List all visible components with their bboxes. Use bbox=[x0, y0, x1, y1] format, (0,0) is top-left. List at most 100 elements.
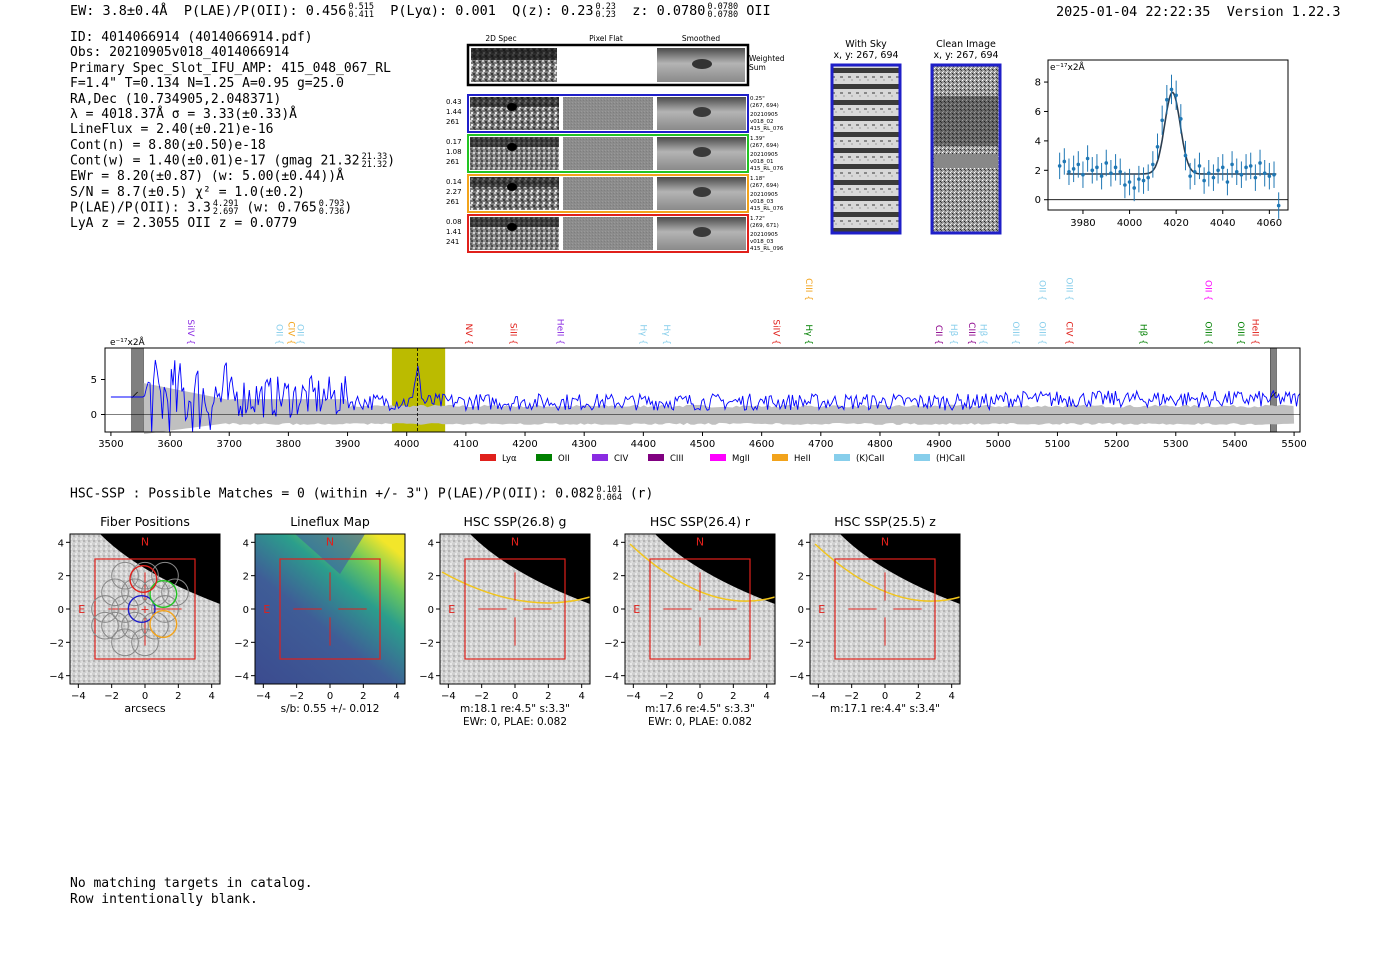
panel-target-box bbox=[464, 558, 566, 660]
spectrum-x-tick-label: 4800 bbox=[867, 439, 892, 450]
panel-y-tick-label: 4 bbox=[798, 538, 804, 549]
with-sky-coords: x, y: 267, 694 bbox=[833, 50, 898, 61]
col-2d-spec-label: 2D Spec bbox=[485, 34, 516, 43]
spectrum-line-label: Hβ { bbox=[978, 324, 988, 345]
footer-line-2: Row intentionally blank. bbox=[70, 891, 258, 907]
spectrum-x-tick-label: 5500 bbox=[1281, 439, 1306, 450]
info-contn: Cont(n) = 8.80(±0.50)e-18 bbox=[70, 137, 266, 153]
cutout-exposure: v018_03 bbox=[750, 239, 774, 245]
cutout-value-2: 1.41 bbox=[446, 228, 462, 236]
spectrum-legend-label: HeII bbox=[794, 454, 811, 464]
spectrum-legend-swatch bbox=[772, 454, 788, 461]
zoom-fit-curve bbox=[1066, 91, 1277, 175]
info-contw-hi: 21.33 bbox=[361, 152, 388, 163]
zoom-x-tick-label: 4040 bbox=[1210, 218, 1235, 229]
info-plae-text: P(LAE)/P(OII): 3.3 bbox=[70, 200, 211, 216]
cutout-2d-spec-dark bbox=[470, 177, 559, 187]
spectrum-line-label: SiIV { bbox=[771, 319, 781, 345]
zoom-data-point bbox=[1239, 172, 1244, 177]
spectrum-masked-band bbox=[131, 347, 144, 433]
cutout-value-2: 1.08 bbox=[446, 148, 462, 156]
spectrum-line-label: OIII { bbox=[1063, 278, 1073, 301]
panel-compass-east: E bbox=[263, 603, 270, 616]
zoom-data-point bbox=[1248, 164, 1253, 168]
panel-compass-north: N bbox=[326, 536, 334, 549]
hsc-plae-lo: 0.064 bbox=[596, 493, 622, 503]
info-contw-close: ) bbox=[387, 153, 396, 169]
zoom-y-tick-label: 6 bbox=[1035, 107, 1041, 118]
zoom-data-point bbox=[1146, 175, 1150, 180]
panel-y-tick-label: −4 bbox=[604, 672, 619, 683]
spectrum-x-tick-label: 5400 bbox=[1222, 439, 1247, 450]
line-fit-zoom-plot: 0 2 4 6 8 3980 4000 4020 4040 4060 e⁻¹⁷x2Å bbox=[1035, 59, 1289, 229]
zoom-data-point bbox=[1151, 162, 1155, 167]
panel-x-label: arcsecs bbox=[124, 702, 166, 715]
panel-x-tick-label: −4 bbox=[256, 691, 271, 702]
panel-aperture-ellipse bbox=[441, 571, 591, 604]
spectrum-legend-label: CIV bbox=[614, 454, 628, 464]
panel-target-box bbox=[279, 558, 381, 660]
cutout-pixel-flat-image bbox=[563, 97, 653, 130]
header-plya: P(Lyα): 0.001 bbox=[390, 3, 496, 19]
fiber-circle bbox=[91, 611, 119, 640]
panel-x-tick-label: 2 bbox=[360, 691, 366, 702]
zoom-data-point bbox=[1272, 172, 1276, 177]
panel-x-tick-label: −4 bbox=[441, 691, 456, 702]
panel-image-bright-region bbox=[470, 534, 590, 604]
panel-y-tick-label: 4 bbox=[613, 538, 619, 549]
fiber-circle bbox=[91, 595, 119, 623]
panel-y-tick-label: 4 bbox=[428, 538, 434, 549]
zoom-data-point bbox=[1104, 161, 1109, 165]
info-sn: S/N = 8.7(±0.5) χ² = 1.0(±0.2) bbox=[70, 184, 305, 200]
cutout-value-1: 0.08 bbox=[446, 218, 462, 226]
spectrum-line-label: Hβ { bbox=[948, 324, 958, 345]
spectrum-x-tick-label: 4400 bbox=[631, 439, 656, 450]
spectrum-y-unit-label: e⁻¹⁷x2Å bbox=[110, 336, 146, 348]
zoom-x-tick-label: 4000 bbox=[1117, 218, 1142, 229]
panel-x-tick-label: 4 bbox=[578, 691, 584, 702]
spectrum-line-label: CIII { bbox=[966, 322, 976, 345]
zoom-data-point bbox=[1160, 118, 1164, 123]
spectrum-line-label: OIII { bbox=[1202, 321, 1212, 345]
panel-x-tick-label: 4 bbox=[208, 691, 214, 702]
header-z-range: 0.0780 0.0780 bbox=[707, 3, 738, 20]
panel-target-box bbox=[94, 558, 196, 660]
panel-aperture-ellipse bbox=[629, 543, 776, 602]
spectrum-line-label: OII { bbox=[274, 324, 284, 345]
info-plae-range: 4.291 2.697 bbox=[213, 200, 239, 217]
spectrum-x-tick-label: 4700 bbox=[808, 439, 833, 450]
panel-y-tick-label: 0 bbox=[798, 605, 804, 616]
info-plae-w-lo: 0.736 bbox=[318, 207, 345, 218]
zoom-data-point bbox=[1206, 171, 1211, 176]
panel-title: HSC SSP(25.5) z bbox=[834, 514, 936, 529]
panel-compass-north: N bbox=[881, 536, 889, 549]
header-version: Version 1.22.3 bbox=[1226, 4, 1341, 20]
zoom-data-point bbox=[1258, 161, 1262, 165]
info-ewr: EWr = 8.20(±0.87) (w: 5.00(±0.44))Å bbox=[70, 169, 344, 185]
spectrum-line-label: CIII { bbox=[803, 278, 813, 301]
panel-x-tick-label: 2 bbox=[730, 691, 736, 702]
cutout-distance: 1.39" bbox=[750, 136, 765, 142]
zoom-data-point bbox=[1095, 165, 1099, 170]
zoom-data-point bbox=[1062, 159, 1067, 164]
panel-y-tick-label: −2 bbox=[234, 638, 249, 649]
zoom-y-tick-label: 0 bbox=[1035, 195, 1041, 206]
zoom-axes-frame bbox=[1047, 59, 1289, 211]
spectrum-line-label: OII { bbox=[294, 324, 304, 345]
cutout-2d-spec-source bbox=[507, 143, 517, 151]
zoom-data-point bbox=[1085, 156, 1090, 161]
zoom-data-point bbox=[1137, 177, 1141, 181]
spectrum-x-tick-label: 4600 bbox=[749, 439, 774, 450]
cutout-date: 20210905 bbox=[750, 232, 778, 238]
cutout-date: 20210905 bbox=[750, 112, 778, 118]
panel-x-tick-label: −4 bbox=[811, 691, 826, 702]
weighted-smooth-source bbox=[692, 59, 712, 69]
zoom-data-point bbox=[1174, 93, 1178, 98]
panel-x-tick-label: −2 bbox=[474, 691, 489, 702]
spectrum-x-tick-label: 3800 bbox=[276, 439, 301, 450]
panel-y-tick-label: 2 bbox=[428, 572, 434, 583]
panel-image-bright-region bbox=[655, 534, 775, 604]
cutout-smoothed-source bbox=[693, 227, 711, 237]
cutout-xy: (267, 694) bbox=[750, 183, 779, 189]
